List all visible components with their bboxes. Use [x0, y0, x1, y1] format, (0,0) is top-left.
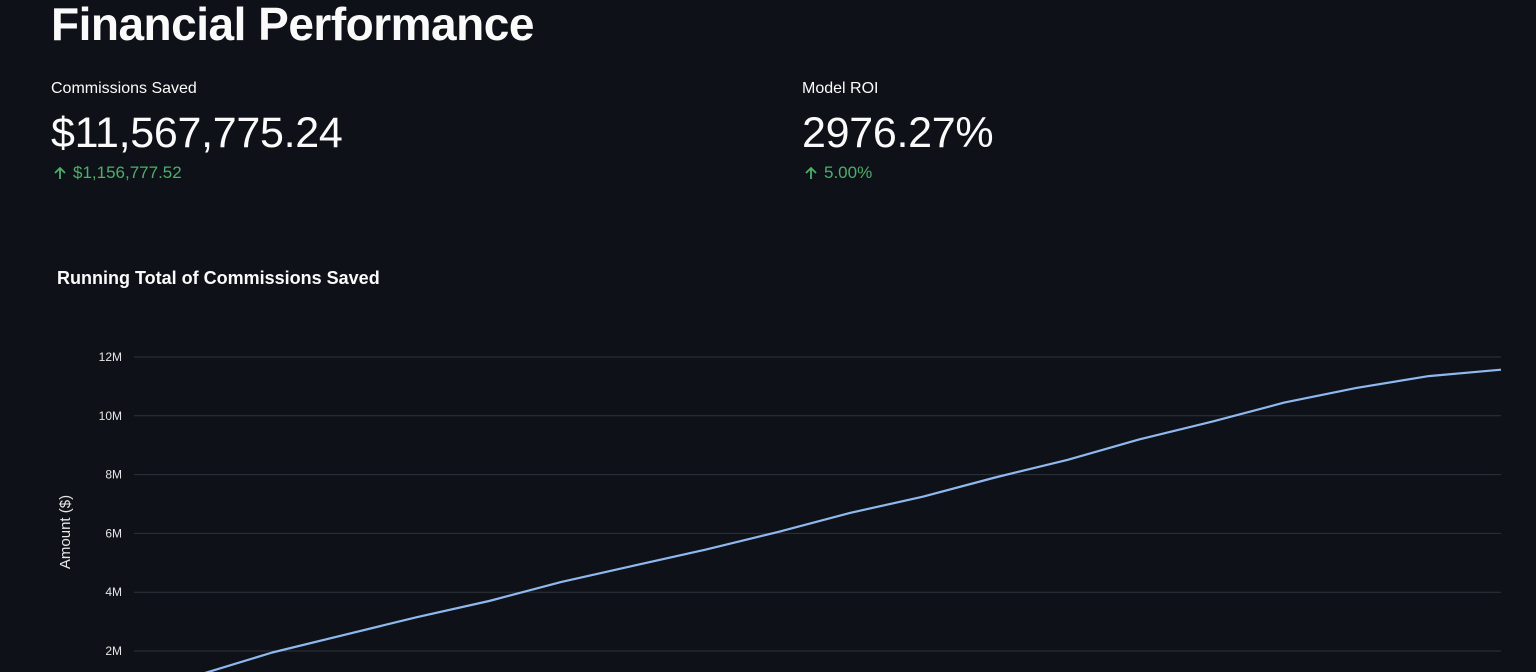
- arrow-up-icon: [54, 166, 66, 179]
- page-title: Financial Performance: [51, 0, 534, 50]
- arrow-up-icon: [805, 166, 817, 179]
- metric-delta: $1,156,777.52: [51, 162, 343, 184]
- metric-commissions-saved: Commissions Saved $11,567,775.24 $1,156,…: [51, 78, 343, 184]
- metric-value: $11,567,775.24: [51, 109, 343, 157]
- y-tick-label: 10M: [99, 409, 122, 423]
- running-total-line-chart[interactable]: 2M 4M 6M 8M 10M 12M Amount ($): [0, 330, 1536, 672]
- y-tick-label: 12M: [99, 350, 122, 364]
- metric-model-roi: Model ROI 2976.27% 5.00%: [802, 78, 994, 184]
- y-tick-label: 6M: [105, 526, 122, 540]
- y-axis-label: Amount ($): [57, 495, 74, 569]
- y-tick-label: 2M: [105, 644, 122, 658]
- metric-value: 2976.27%: [802, 109, 994, 157]
- metric-delta-value: 5.00%: [824, 163, 873, 182]
- metric-delta-value: $1,156,777.52: [73, 163, 182, 182]
- metric-label: Model ROI: [802, 80, 879, 97]
- y-tick-label: 4M: [105, 585, 122, 599]
- chart-title: Running Total of Commissions Saved: [57, 268, 380, 288]
- metric-label: Commissions Saved: [51, 80, 197, 97]
- y-tick-label: 8M: [105, 468, 122, 482]
- metric-delta: 5.00%: [802, 162, 993, 184]
- series-line: [204, 368, 1502, 672]
